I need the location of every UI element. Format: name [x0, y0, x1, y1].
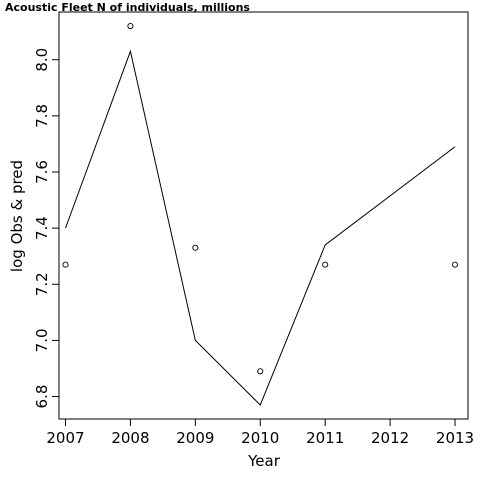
series-layer: [62, 22, 459, 406]
y-tick-label: 7.2: [33, 272, 51, 296]
y-tick-label: 8.0: [33, 48, 51, 72]
x-axis: 2007 2008 2009 2010 2011 2012 2013: [46, 419, 474, 447]
x-tick-label: 2013: [436, 429, 474, 447]
observed-point: [62, 261, 69, 268]
x-tick-label: 2011: [306, 429, 344, 447]
observed-point: [192, 244, 199, 251]
y-tick-label: 7.0: [33, 328, 51, 352]
y-tick-label: 7.8: [33, 104, 51, 128]
y-tick-label: 7.6: [33, 160, 51, 184]
x-tick-label: 2010: [241, 429, 279, 447]
chart-title: Acoustic Fleet N of individuals, million…: [5, 1, 250, 14]
x-tick-label: 2009: [176, 429, 214, 447]
observed-point: [127, 22, 134, 30]
y-tick-label: 6.8: [33, 385, 51, 409]
x-axis-label: Year: [247, 452, 281, 470]
y-tick-label: 7.4: [33, 216, 51, 240]
y-axis: 6.8 7.0 7.2 7.4 7.6 7.8 8.0: [33, 48, 59, 409]
y-axis-label: log Obs & pred: [8, 160, 26, 272]
observed-point: [322, 261, 329, 268]
observed-point: [257, 368, 264, 375]
x-tick-label: 2007: [46, 429, 84, 447]
observed-point: [451, 261, 459, 268]
x-tick-label: 2012: [371, 429, 409, 447]
x-tick-label: 2008: [111, 429, 149, 447]
predicted-line: [65, 49, 456, 406]
plot-frame: [58, 11, 469, 420]
